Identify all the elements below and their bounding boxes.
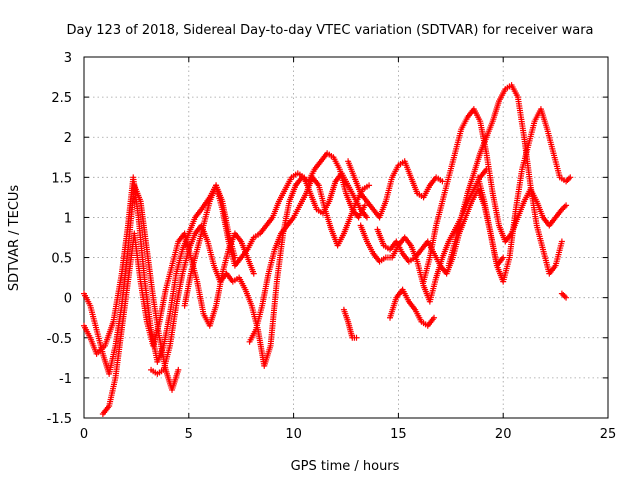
data-point-markers — [181, 170, 370, 309]
y-tick-label: 0 — [64, 292, 72, 307]
axis-ticks: 0 5 10 15 20 25 -1.5 -1 -0.5 0 0.5 1 1.5 2 2.5 3 — [47, 51, 617, 442]
y-tick-label: -1 — [59, 372, 72, 387]
data-point-markers — [387, 286, 438, 329]
series-sat-track-13 — [445, 82, 565, 277]
y-tick-label: -1.5 — [47, 412, 72, 427]
x-axis-label: GPS time / hours — [291, 459, 400, 474]
series-sat-track-8 — [345, 158, 446, 221]
series-sat-track-11 — [387, 286, 438, 329]
y-tick-label: 0.5 — [51, 252, 72, 267]
series-sat-track-6 — [246, 174, 373, 345]
y-tick-label: -0.5 — [47, 332, 72, 347]
data-point-markers — [558, 290, 570, 301]
x-tick-label: 10 — [285, 427, 302, 442]
y-tick-label: 1.5 — [51, 171, 72, 186]
x-tick-label: 0 — [80, 427, 88, 442]
series-sat-track-3 — [99, 230, 257, 417]
chart-title: Day 123 of 2018, Sidereal Day-to-day VTE… — [66, 23, 593, 38]
x-tick-label: 25 — [600, 427, 617, 442]
y-tick-label: 2.5 — [51, 91, 72, 106]
series-sat-track-15 — [558, 290, 570, 301]
data-point-markers — [374, 186, 507, 277]
series-sat-track-12 — [420, 106, 570, 285]
y-tick-label: 2 — [64, 131, 72, 146]
series-sat-track-5 — [181, 170, 370, 309]
data-point-markers — [246, 174, 373, 345]
data-point-markers — [420, 106, 570, 285]
x-tick-label: 15 — [390, 427, 407, 442]
y-tick-label: 1 — [64, 211, 72, 226]
data-point-markers — [340, 306, 360, 341]
data-point-markers — [345, 158, 446, 221]
data-point-markers — [475, 106, 574, 285]
data-point-markers — [99, 230, 257, 417]
series-sat-track-14 — [475, 106, 574, 285]
x-tick-label: 20 — [495, 427, 512, 442]
data-markers — [81, 82, 574, 417]
series-sat-track-10 — [374, 186, 507, 277]
series-sat-track-7 — [340, 306, 360, 341]
plot-frame — [83, 56, 609, 419]
y-axis-label: SDTVAR / TECUs — [7, 185, 22, 292]
x-tick-label: 5 — [185, 427, 193, 442]
y-tick-label: 3 — [64, 51, 72, 66]
data-point-markers — [445, 82, 565, 277]
